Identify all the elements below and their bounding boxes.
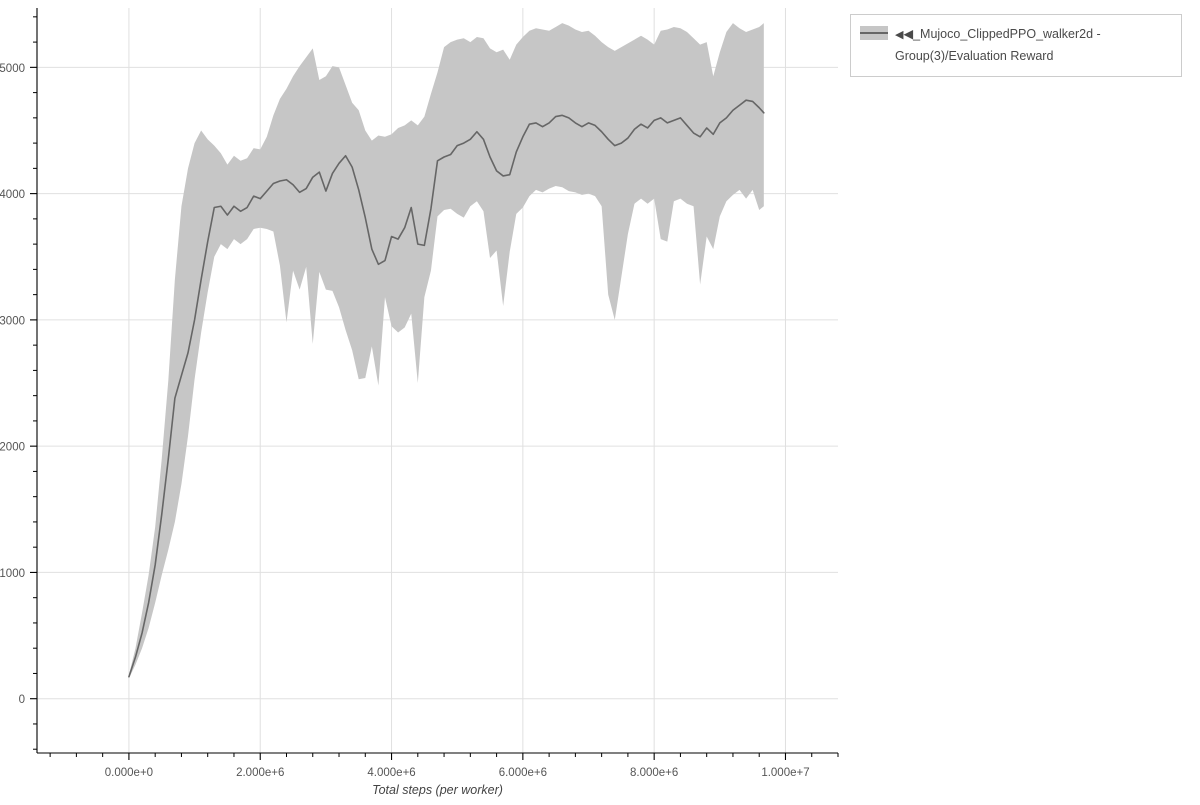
legend-entry-label: ◀◀_Mujoco_ClippedPPO_walker2d - Group(3)… xyxy=(895,24,1173,67)
x-tick-label: 1.000e+7 xyxy=(761,767,809,779)
legend-line-icon xyxy=(860,32,888,34)
y-tick-label: 5000 xyxy=(0,63,25,75)
x-tick-label: 4.000e+6 xyxy=(367,767,415,779)
axes xyxy=(30,8,839,760)
y-tick-labels: 0 1000 2000 3000 4000 5000 xyxy=(0,63,25,706)
mean-series xyxy=(128,99,765,678)
x-tick-labels: 0.000e+0 2.000e+6 4.000e+6 6.000e+6 8.000e+6… xyxy=(105,767,810,779)
x-tick-label: 8.000e+6 xyxy=(630,767,678,779)
x-tick-label: 6.000e+6 xyxy=(499,767,547,779)
y-tick-label: 1000 xyxy=(0,568,25,580)
legend-swatch-icon xyxy=(860,26,888,40)
y-tick-label: 4000 xyxy=(0,189,25,201)
reward-uncertainty-band xyxy=(128,23,764,679)
legend-label-text: ◀_Mujoco_ClippedPPO_walker2d - Group(3)/… xyxy=(895,27,1101,63)
x-axis-title: Total steps (per worker) xyxy=(372,783,503,797)
x-tick-label: 2.000e+6 xyxy=(236,767,284,779)
chart-legend[interactable]: ◀◀_Mujoco_ClippedPPO_walker2d - Group(3)… xyxy=(850,14,1182,77)
y-tick-label: 0 xyxy=(19,694,25,706)
y-tick-label: 3000 xyxy=(0,315,25,327)
y-tick-label: 2000 xyxy=(0,442,25,454)
legend-marker-glyph: ◀ xyxy=(895,29,904,41)
confidence-band xyxy=(128,23,764,679)
mean-reward-line xyxy=(128,99,765,678)
x-tick-label: 0.000e+0 xyxy=(105,767,153,779)
